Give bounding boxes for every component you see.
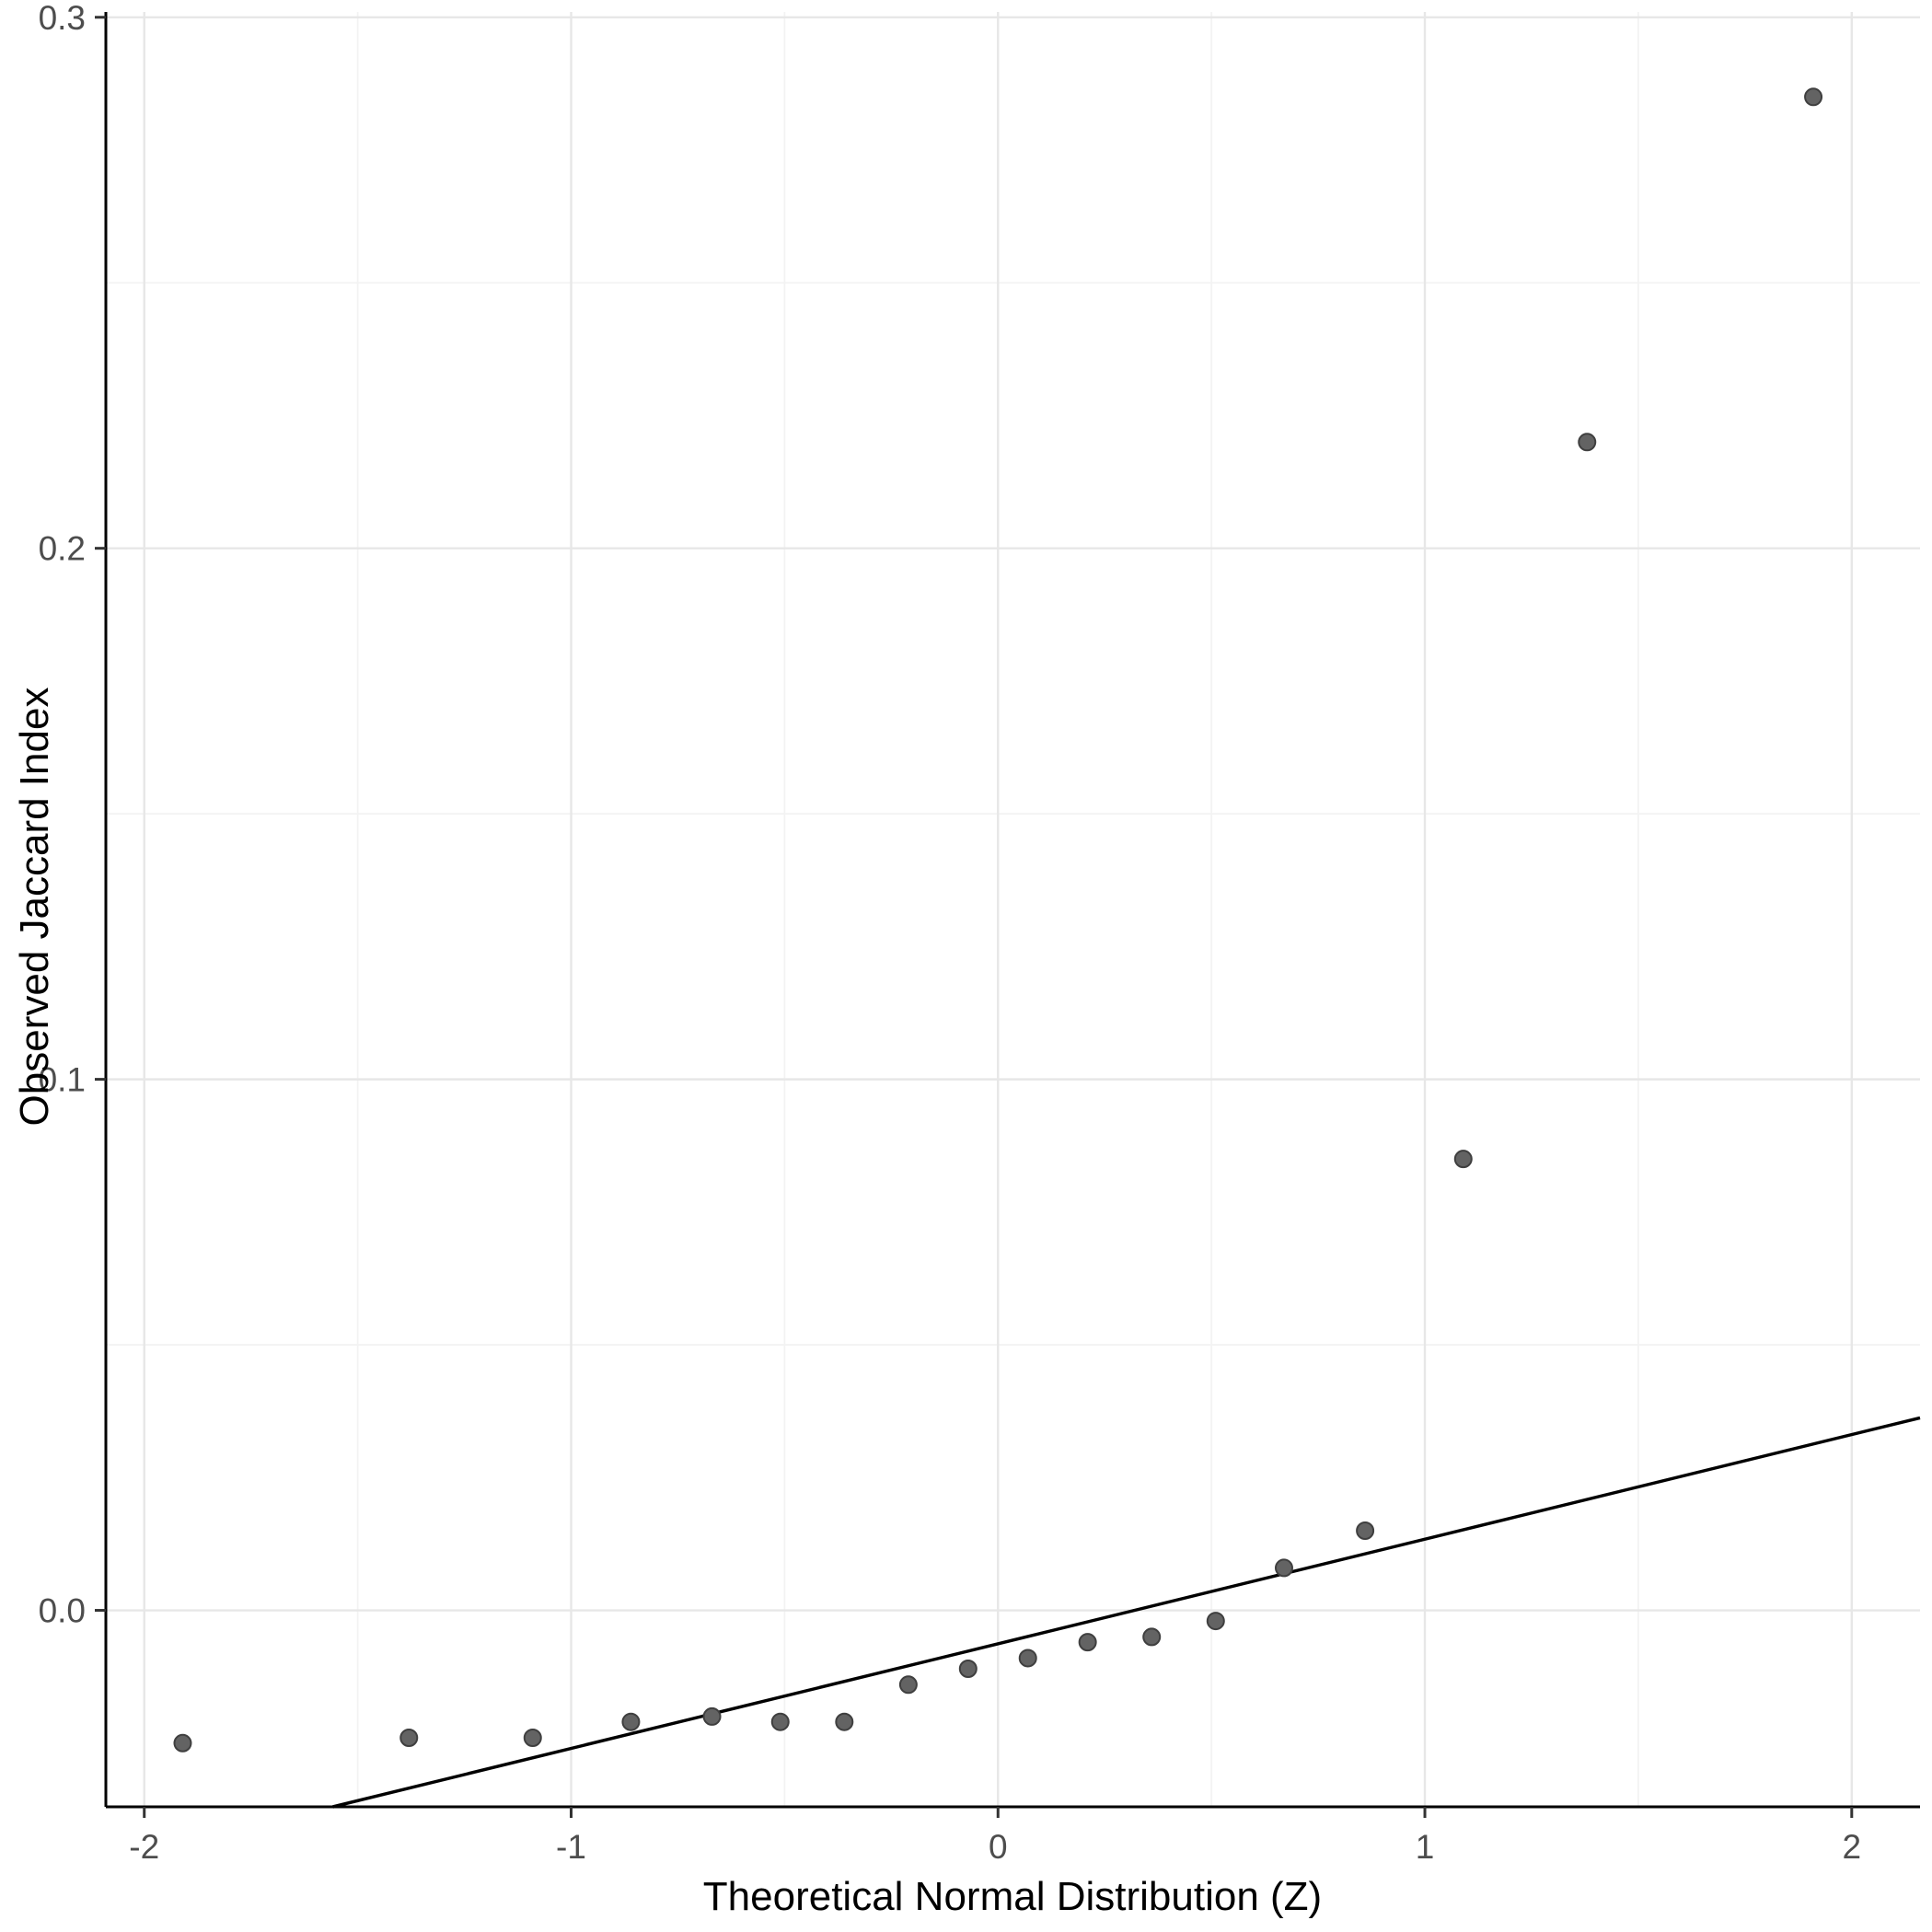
data-point [958, 1660, 978, 1678]
y-tick-label: 0.0 [39, 1592, 86, 1630]
data-point [1356, 1521, 1375, 1540]
y-tick-label: 0.1 [39, 1061, 86, 1099]
data-point [702, 1706, 722, 1726]
x-tick-label: -2 [129, 1828, 159, 1866]
y-tick-label: 0.3 [39, 0, 86, 37]
x-axis-title: Theoretical Normal Distribution (Z) [702, 1874, 1323, 1919]
qq-reference-line [332, 1416, 1921, 1809]
y-axis-title: Observed Jaccard Index [12, 687, 57, 1127]
data-point [1142, 1627, 1162, 1647]
data-point [1274, 1558, 1293, 1578]
data-point [621, 1712, 641, 1731]
data-point [770, 1712, 790, 1731]
data-point [399, 1729, 419, 1747]
data-point [1804, 87, 1823, 107]
data-point [1578, 433, 1597, 452]
data-point [1453, 1150, 1473, 1169]
data-point [523, 1729, 542, 1747]
data-point [898, 1675, 918, 1695]
data-point [835, 1712, 854, 1731]
x-tick-label: 1 [1416, 1828, 1435, 1866]
data-point [1206, 1612, 1225, 1631]
x-tick-label: 2 [1843, 1828, 1862, 1866]
data-point [173, 1733, 192, 1753]
data-point [1018, 1649, 1037, 1668]
data-point [1078, 1633, 1097, 1652]
y-tick-label: 0.2 [39, 530, 86, 568]
x-tick-label: -1 [556, 1828, 586, 1866]
x-tick-label: 0 [989, 1828, 1008, 1866]
